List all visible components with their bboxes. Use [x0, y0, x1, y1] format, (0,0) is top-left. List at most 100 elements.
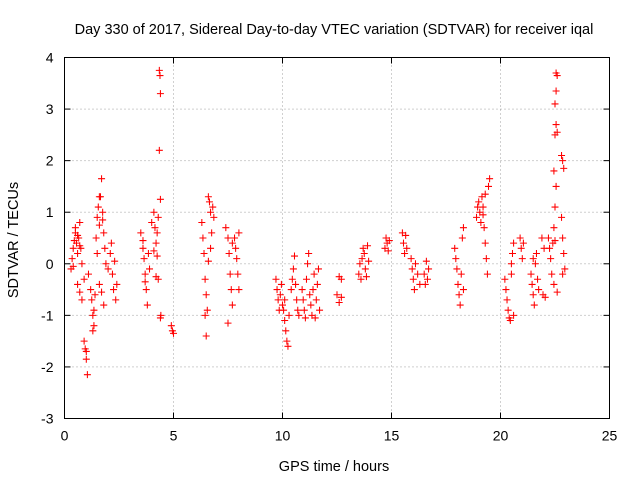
data-point [198, 219, 206, 227]
data-point [532, 249, 540, 257]
data-point [361, 265, 369, 273]
data-point [148, 219, 156, 227]
y-tick-label: 2 [46, 153, 54, 169]
data-point [156, 72, 164, 80]
data-point [142, 286, 150, 294]
data-point [504, 306, 512, 314]
data-point [153, 229, 161, 237]
data-point [287, 286, 295, 294]
data-point [453, 265, 461, 273]
data-point [312, 296, 320, 304]
data-point [113, 280, 121, 288]
data-point [99, 208, 107, 216]
data-point [98, 175, 106, 183]
data-point [362, 273, 370, 281]
data-point [309, 286, 317, 294]
data-point [486, 175, 494, 183]
data-point [232, 244, 240, 252]
data-point [529, 291, 537, 299]
data-point [83, 371, 91, 379]
data-point [544, 234, 552, 242]
data-point [110, 286, 118, 294]
data-point [535, 286, 543, 294]
data-point [551, 237, 559, 245]
data-point [167, 322, 175, 330]
data-point [74, 280, 82, 288]
data-point [451, 244, 459, 252]
data-point [155, 66, 163, 74]
data-point [141, 270, 149, 278]
axis-ticks: 0 5 10 15 20 25 -3 -2 -1 0 1 2 3 4 [41, 50, 617, 444]
data-point [421, 280, 429, 288]
data-point [80, 275, 88, 283]
data-point [559, 234, 567, 242]
data-point [146, 265, 154, 273]
data-point [454, 280, 462, 288]
plot-frame [64, 57, 610, 419]
data-point [284, 342, 292, 350]
data-point [150, 208, 158, 216]
data-point [204, 193, 212, 201]
data-point [99, 216, 107, 224]
data-point [279, 301, 286, 309]
x-tick-label: 20 [493, 428, 509, 444]
data-point [283, 337, 291, 345]
data-point [90, 306, 98, 314]
data-point [98, 288, 106, 296]
data-point [508, 249, 516, 257]
data-point [529, 255, 537, 263]
data-point [272, 275, 280, 283]
data-point [69, 262, 77, 270]
x-tick-label: 5 [170, 428, 178, 444]
data-point [558, 151, 566, 159]
data-point [560, 249, 568, 257]
data-point [280, 306, 288, 314]
data-point [552, 87, 560, 95]
data-point [71, 224, 79, 232]
data-point [306, 291, 314, 299]
data-point [106, 249, 114, 257]
data-point [150, 247, 158, 255]
data-point [74, 231, 82, 239]
data-point [89, 311, 97, 319]
y-tick-label: -1 [41, 307, 54, 323]
data-point [288, 275, 296, 283]
y-tick-label: -2 [41, 359, 54, 375]
data-point [139, 244, 147, 252]
data-point [273, 286, 281, 294]
data-point [74, 249, 82, 257]
data-point [205, 198, 213, 206]
data-point [140, 255, 148, 263]
data-point [143, 301, 151, 309]
data-point [355, 270, 363, 278]
data-point [314, 265, 322, 273]
data-point [559, 157, 567, 165]
data-point [479, 211, 487, 219]
data-point [228, 239, 236, 247]
data-point [305, 249, 313, 257]
data-point [295, 311, 303, 319]
chart-title: Day 330 of 2017, Sidereal Day-to-day VTE… [75, 22, 594, 38]
data-point [337, 275, 345, 283]
data-point [201, 275, 209, 283]
data-point [364, 242, 372, 250]
data-point [152, 239, 160, 247]
data-point [311, 314, 319, 322]
data-point [285, 311, 293, 319]
y-tick-label: 0 [46, 256, 54, 272]
data-point [384, 247, 392, 255]
data-point [96, 193, 104, 201]
data-point [139, 237, 147, 245]
data-point [292, 280, 300, 288]
data-point [87, 286, 95, 294]
data-point [200, 249, 208, 257]
data-point [559, 270, 567, 278]
data-point [88, 296, 96, 304]
data-point [541, 293, 549, 301]
data-point [399, 239, 407, 247]
data-point [153, 252, 161, 260]
x-tick-label: 15 [384, 428, 400, 444]
data-point [475, 198, 483, 206]
data-point [293, 296, 301, 304]
